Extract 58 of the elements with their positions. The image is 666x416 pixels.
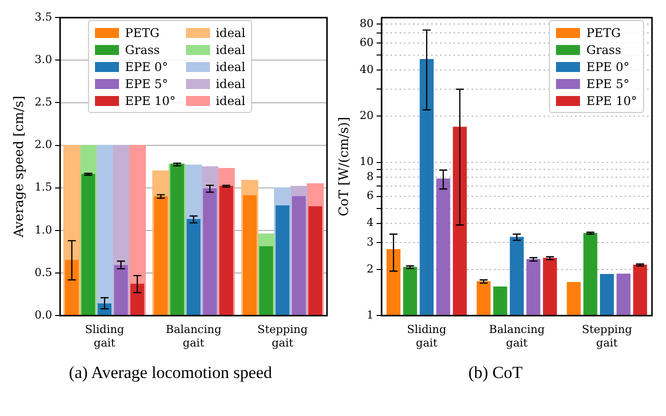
legend-label: ideal	[216, 26, 246, 40]
y-tick-label: 3.5	[34, 10, 52, 24]
y-tick-label: 2.5	[34, 96, 52, 109]
legend-label: Grass	[586, 42, 622, 56]
y-tick-label: 80	[360, 16, 374, 30]
y-tick-label: 0.5	[34, 266, 52, 279]
bar	[96, 144, 114, 316]
y-tick-label: 3	[366, 235, 374, 248]
y-tick-label: 2	[366, 262, 374, 276]
y-tick-label: 2.0	[34, 138, 52, 152]
bar	[81, 174, 96, 316]
y-tick-label: 1	[366, 308, 374, 322]
x-tick-label: Sliding gait	[407, 323, 446, 350]
y-tick-label: 8	[366, 170, 374, 184]
x-tick-label: Stepping gait	[582, 323, 632, 350]
y-tick-label: 40	[360, 62, 374, 76]
y-axis-title: Average speed [cm/s]	[12, 96, 28, 238]
legend-label: EPE 5°	[125, 76, 168, 90]
legend-label: PETG	[586, 26, 621, 40]
bar	[276, 205, 290, 316]
legend-label: Grass	[125, 42, 160, 56]
legend-label: ideal	[216, 42, 246, 56]
legend-label: ideal	[216, 76, 246, 90]
x-tick-label: Sliding gait	[84, 323, 124, 350]
legend-label: EPE 0°	[125, 60, 168, 74]
y-tick-label: 1.5	[34, 180, 52, 194]
text: (a) Average locomotion speed	[68, 363, 274, 383]
bar	[308, 206, 322, 316]
y-tick-label: 4	[366, 216, 374, 230]
x-tick-label: Balancing gait	[166, 323, 222, 350]
legend-label: ideal	[216, 94, 246, 108]
y-tick-label: 10	[360, 155, 374, 168]
x-tick-label: Stepping gait	[257, 323, 308, 350]
bar	[259, 246, 274, 316]
bar	[154, 196, 168, 316]
y-tick-label: 0.0	[34, 308, 52, 322]
legend-label: EPE 10°	[125, 94, 176, 108]
bar	[219, 186, 234, 316]
legend-label: EPE 10°	[586, 94, 637, 108]
y-tick-label: 1.0	[34, 223, 52, 236]
y-tick-label: 3.0	[34, 53, 52, 66]
bar	[64, 260, 79, 316]
legend-label: PETG	[125, 26, 160, 40]
legend-label: ideal	[216, 60, 246, 74]
bar	[242, 195, 257, 316]
x-tick-label: Balancing gait	[488, 323, 545, 350]
text: (b) CoT	[467, 363, 524, 383]
bar	[130, 284, 144, 316]
y-tick-label: 60	[360, 36, 374, 49]
bar	[292, 196, 306, 316]
y-axis-title: CoT [W/(cm/s)]	[337, 116, 352, 216]
legend-label: EPE 5°	[586, 76, 630, 90]
bar	[186, 219, 200, 316]
bar	[114, 265, 128, 316]
y-tick-label: 20	[360, 109, 374, 122]
bar	[203, 188, 217, 316]
legend-label: EPE 0°	[586, 60, 630, 74]
y-tick-label: 6	[366, 189, 374, 202]
